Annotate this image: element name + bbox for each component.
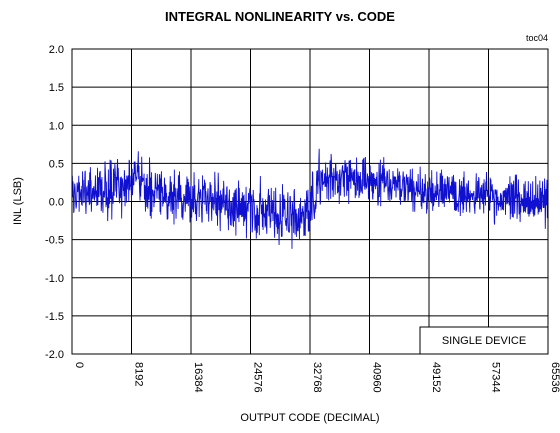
y-tick-label: -0.5: [45, 235, 64, 247]
y-tick-label: 1.0: [49, 120, 64, 132]
y-tick-labels: 2.0 1.5 1.0 0.5 0.0 -0.5 -1.0 -1.5 -2.0: [45, 44, 64, 361]
x-tick-label: 40960: [371, 362, 383, 393]
x-axis-label: OUTPUT CODE (DECIMAL): [240, 412, 380, 424]
x-tick-label: 49152: [430, 362, 442, 393]
x-tick-label: 32768: [311, 362, 323, 393]
y-tick-label: 2.0: [49, 44, 64, 56]
y-tick-label: -2.0: [45, 349, 64, 361]
plot-frame: [71, 48, 549, 355]
y-tick-label: -1.0: [45, 273, 64, 285]
annotation-box-bg: [419, 326, 549, 355]
x-tick-label: 0: [73, 362, 85, 368]
y-tick-label: 0.5: [49, 158, 64, 170]
figure-tag: toc04: [525, 33, 548, 43]
x-tick-label: 8192: [133, 362, 145, 386]
x-tick-label: 24576: [252, 362, 264, 393]
annotation-box: SINGLE DEVICE: [419, 326, 549, 355]
x-tick-label: 57344: [490, 362, 502, 393]
y-tick-label: 0.0: [49, 197, 64, 209]
chart-title: INTEGRAL NONLINEARITY vs. CODE: [165, 9, 395, 24]
inl-line: [71, 148, 549, 249]
x-tick-labels: 0 8192 16384 24576 32768 40960 49152 57344 65536: [73, 362, 560, 393]
x-tick-label: 65536: [549, 362, 560, 393]
inl-series: [71, 148, 549, 249]
y-tick-label: 1.5: [49, 82, 64, 94]
grid: [72, 49, 548, 354]
y-tick-label: -1.5: [45, 311, 64, 323]
annotation-text: SINGLE DEVICE: [442, 335, 526, 347]
x-tick-label: 16384: [192, 362, 204, 393]
